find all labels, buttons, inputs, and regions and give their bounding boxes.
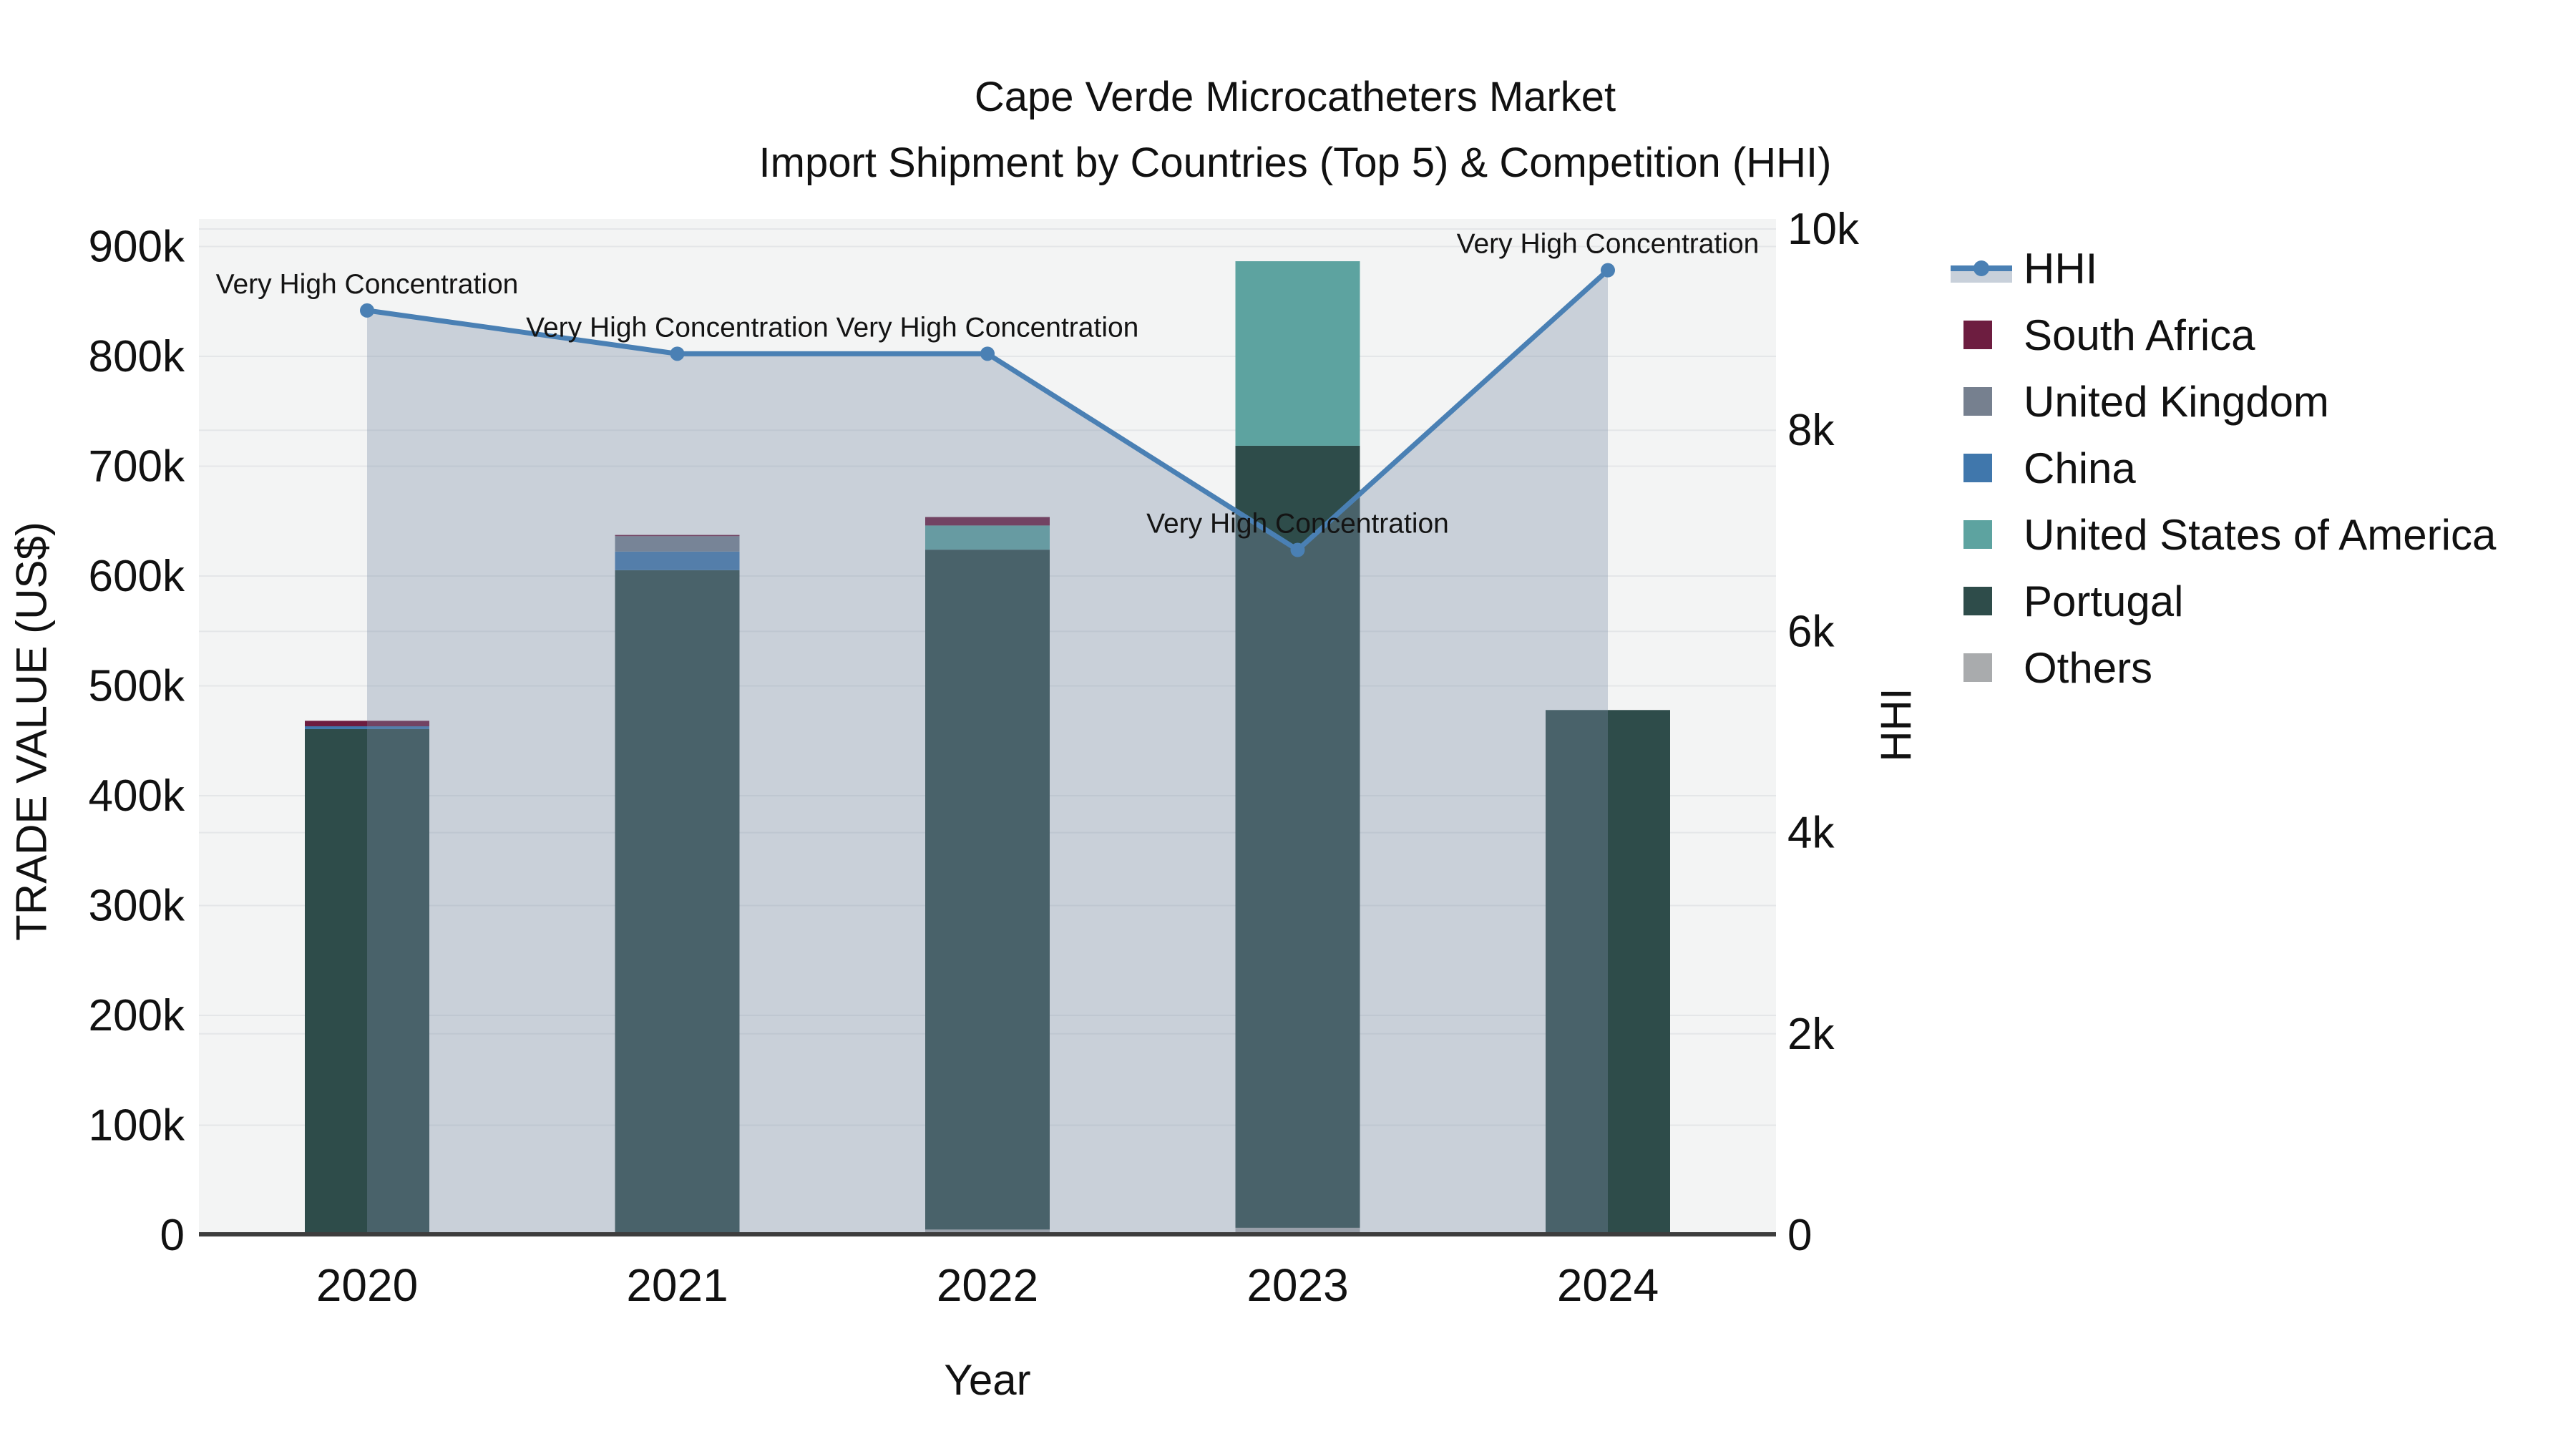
hhi-marker-2022[interactable] bbox=[980, 346, 995, 361]
bar-segment-portugal-2023[interactable] bbox=[1235, 445, 1360, 1228]
y-left-tick-200k: 200k bbox=[89, 991, 185, 1040]
y-left-tick-100k: 100k bbox=[89, 1101, 185, 1151]
x-axis-line bbox=[199, 1232, 1776, 1236]
hhi-marker-2021[interactable] bbox=[670, 346, 685, 361]
legend-label-south-africa[interactable]: South Africa bbox=[2024, 311, 2255, 359]
y-right-tick-8k: 8k bbox=[1787, 406, 1835, 455]
y-left-tick-900k: 900k bbox=[89, 223, 185, 272]
legend-label-united-kingdom[interactable]: United Kingdom bbox=[2024, 378, 2329, 426]
y-right-tick-0: 0 bbox=[1787, 1211, 1812, 1260]
y-left-axis-title: TRADE VALUE (US$) bbox=[7, 522, 56, 941]
x-axis-title: Year bbox=[944, 1356, 1031, 1404]
bar-segment-united-states-of-america-2023[interactable] bbox=[1235, 261, 1360, 446]
legend-label-hhi[interactable]: HHI bbox=[2024, 245, 2097, 293]
bar-segment-united-kingdom-2021[interactable] bbox=[615, 536, 740, 552]
legend-label-china[interactable]: China bbox=[2024, 444, 2136, 492]
bar-segment-china-2021[interactable] bbox=[615, 551, 740, 570]
hhi-area-fill bbox=[367, 270, 1608, 1235]
annotation-2020: Very High Concentration bbox=[216, 269, 519, 300]
y-left-tick-500k: 500k bbox=[89, 662, 185, 711]
legend-label-others[interactable]: Others bbox=[2024, 644, 2152, 692]
y-left-tick-700k: 700k bbox=[89, 442, 185, 492]
hhi-marker-2023[interactable] bbox=[1290, 542, 1305, 557]
y-right-tick-4k: 4k bbox=[1787, 809, 1835, 858]
bar-segment-portugal-2020[interactable] bbox=[305, 728, 429, 1233]
hhi-marker-2020[interactable] bbox=[360, 303, 374, 318]
legend-label-united-states-of-america[interactable]: United States of America bbox=[2024, 511, 2497, 559]
legend-swatch-portugal[interactable] bbox=[1963, 587, 1992, 615]
bar-segment-united-states-of-america-2022[interactable] bbox=[925, 525, 1050, 550]
legend-swatch-united-states-of-america[interactable] bbox=[1963, 520, 1992, 549]
chart-title-line1: Cape Verde Microcatheters Market bbox=[974, 74, 1616, 120]
bar-segment-south-africa-2021[interactable] bbox=[615, 535, 740, 537]
y-left-tick-400k: 400k bbox=[89, 771, 185, 821]
legend-swatch-china[interactable] bbox=[1963, 454, 1992, 482]
y-left-tick-800k: 800k bbox=[89, 332, 185, 381]
bar-segment-china-2020[interactable] bbox=[305, 726, 429, 729]
bar-segment-portugal-2024[interactable] bbox=[1546, 710, 1670, 1235]
legend-swatch-united-kingdom[interactable] bbox=[1963, 387, 1992, 416]
chart-title-line2: Import Shipment by Countries (Top 5) & C… bbox=[758, 140, 1832, 186]
annotation-2022: Very High Concentration bbox=[836, 312, 1139, 343]
x-tick-2020: 2020 bbox=[316, 1259, 418, 1311]
x-tick-2022: 2022 bbox=[937, 1259, 1038, 1311]
y-right-tick-6k: 6k bbox=[1787, 607, 1835, 656]
y-right-tick-2k: 2k bbox=[1787, 1010, 1835, 1059]
annotation-2024: Very High Concentration bbox=[1457, 229, 1760, 260]
bar-segment-portugal-2022[interactable] bbox=[925, 550, 1050, 1230]
bar-segment-south-africa-2022[interactable] bbox=[925, 517, 1050, 526]
bar-segment-south-africa-2020[interactable] bbox=[305, 721, 429, 726]
y-right-axis-title: HHI bbox=[1872, 688, 1921, 762]
legend-swatch-marker-hhi[interactable] bbox=[1974, 260, 1989, 276]
legend-swatch-south-africa[interactable] bbox=[1963, 321, 1992, 349]
legend-swatch-others[interactable] bbox=[1963, 653, 1992, 682]
bar-segment-portugal-2021[interactable] bbox=[615, 570, 740, 1234]
annotation-2021: Very High Concentration bbox=[526, 312, 829, 343]
x-tick-2021: 2021 bbox=[626, 1259, 728, 1311]
hhi-marker-2024[interactable] bbox=[1601, 263, 1615, 278]
x-tick-2024: 2024 bbox=[1557, 1259, 1659, 1311]
y-left-tick-0: 0 bbox=[160, 1211, 185, 1260]
x-tick-2023: 2023 bbox=[1246, 1259, 1348, 1311]
bar-segment-others-2023[interactable] bbox=[1235, 1227, 1360, 1235]
annotation-2023: Very High Concentration bbox=[1146, 509, 1449, 540]
y-right-tick-10k: 10k bbox=[1787, 205, 1860, 254]
y-left-tick-300k: 300k bbox=[89, 882, 185, 931]
y-left-tick-600k: 600k bbox=[89, 552, 185, 601]
legend-label-portugal[interactable]: Portugal bbox=[2024, 577, 2183, 625]
